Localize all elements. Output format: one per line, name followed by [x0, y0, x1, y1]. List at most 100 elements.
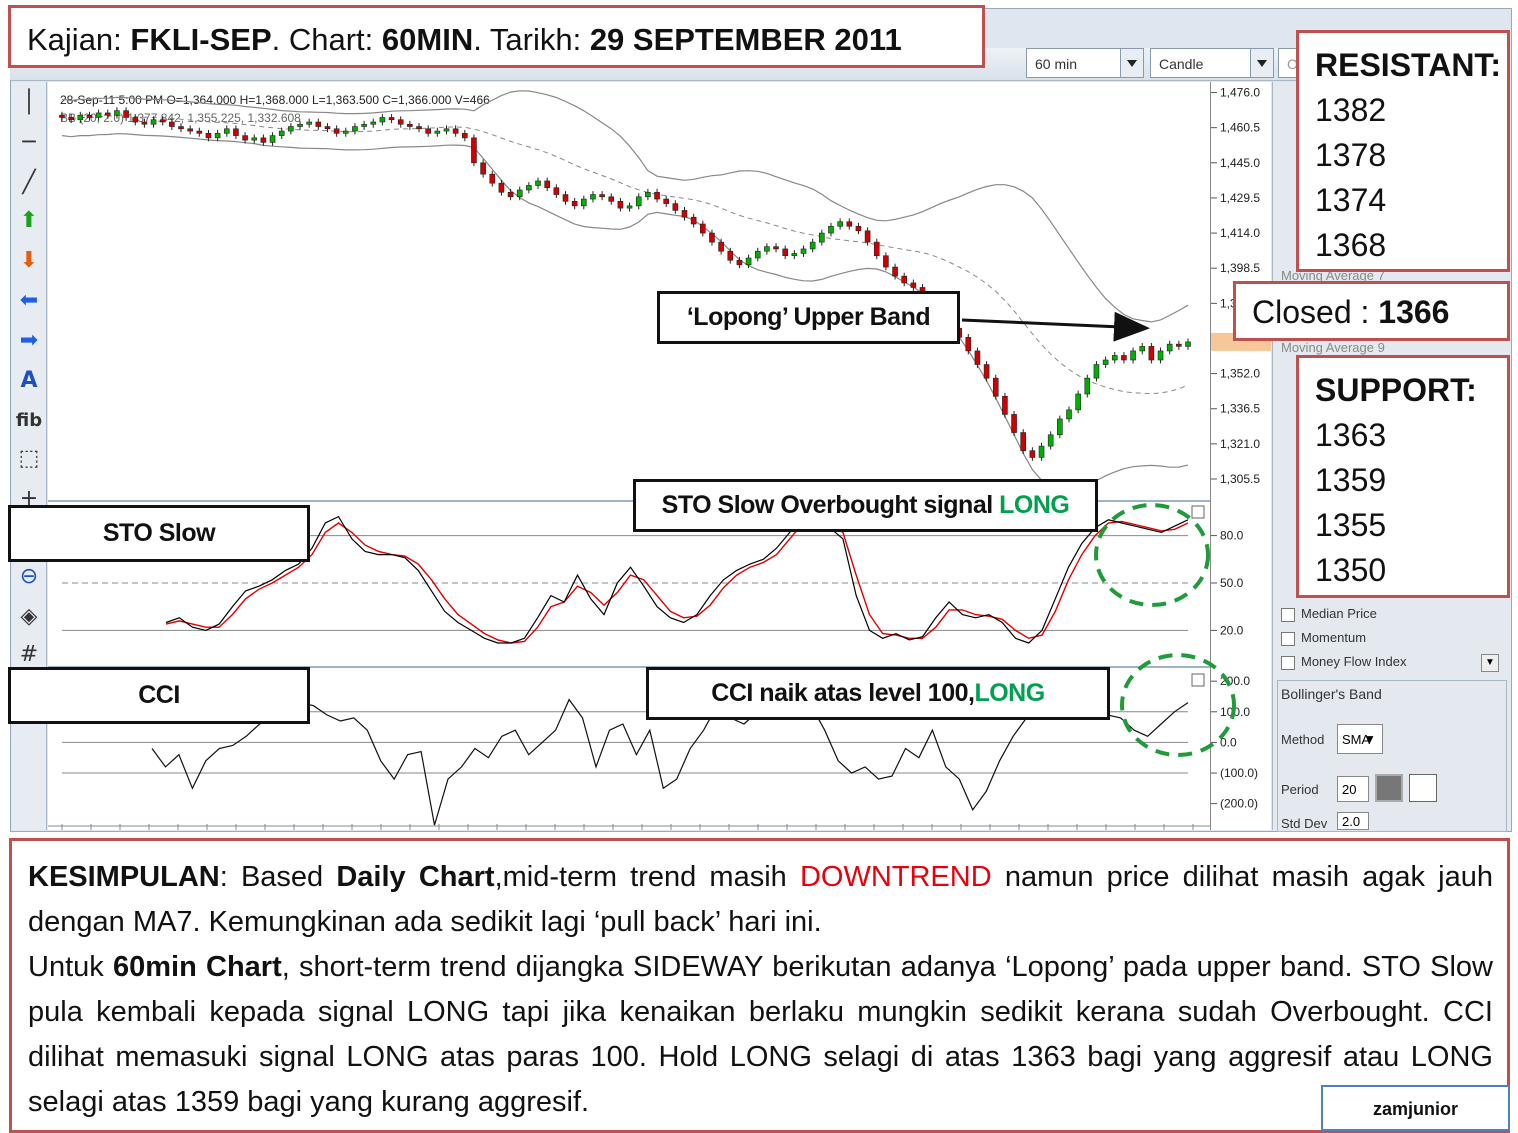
arrow-down-icon[interactable]: ⬇ — [19, 248, 39, 273]
trend-line-icon[interactable]: ╱ — [22, 170, 36, 195]
stddev-value: 2.0 — [1342, 814, 1361, 829]
crosshair-icon[interactable]: + — [19, 486, 39, 511]
resistant-level: 1374 — [1315, 182, 1387, 218]
indicator-money-flow[interactable]: Money Flow Index — [1281, 654, 1407, 670]
candle-body — [306, 121, 312, 125]
price-tick-label: 1,352.0 — [1220, 367, 1260, 381]
sto-tick-label: 80.0 — [1220, 529, 1244, 543]
checkbox[interactable] — [1281, 607, 1295, 622]
resistant-level: 1368 — [1315, 227, 1387, 263]
price-tick-label: 1,305.5 — [1220, 472, 1260, 486]
chart-value: 60MIN — [381, 22, 474, 57]
cci-line — [151, 686, 1189, 826]
kajian-value: FKLI-SEP — [130, 22, 272, 57]
arrow-up-icon[interactable]: ⬆ — [19, 208, 39, 233]
candle-body — [278, 130, 285, 136]
cci-tick-label: (200.0) — [1220, 797, 1258, 811]
sto-signal-callout: STO Slow Overbought signal LONG — [633, 479, 1098, 532]
color-swatch[interactable] — [1375, 774, 1403, 802]
candle-body — [159, 119, 166, 123]
candle-body — [1011, 414, 1017, 433]
candle-body — [379, 117, 386, 123]
close-icon — [1191, 673, 1205, 687]
summary-bold: Daily Chart — [336, 861, 495, 893]
candle-body — [260, 137, 267, 143]
candle-body — [223, 128, 230, 134]
arrow-right-icon[interactable]: ➡ — [19, 328, 39, 353]
tarikh-label: . Tarikh: — [473, 22, 590, 57]
bb-upper-line — [61, 90, 1189, 323]
scroll-down-icon[interactable]: ▼ — [1481, 654, 1499, 672]
chart-style-dropdown[interactable]: Candle — [1150, 48, 1274, 78]
sto-tick-label: 20.0 — [1220, 623, 1244, 637]
candle-body — [77, 114, 84, 121]
sto-k-line — [165, 515, 1189, 644]
candle-body — [754, 250, 761, 259]
sto-d-line — [165, 519, 1189, 644]
price-tick-label: 1,321.0 — [1220, 437, 1260, 451]
horizontal-line-icon[interactable]: ─ — [22, 130, 36, 155]
indicator-momentum[interactable]: Momentum — [1281, 630, 1366, 646]
chevron-down-icon[interactable] — [1120, 49, 1143, 77]
zoom-out-icon[interactable]: ⊖ — [19, 564, 39, 589]
bb-lower-line — [61, 133, 1189, 492]
indicator-median-price[interactable]: Median Price — [1281, 606, 1377, 622]
checkbox[interactable] — [1281, 631, 1295, 646]
candle-body — [883, 255, 889, 268]
closed-value: 1366 — [1378, 294, 1450, 330]
sto-tick-label: 50.0 — [1220, 576, 1244, 590]
grid-icon[interactable]: # — [19, 642, 39, 667]
indicator-item[interactable]: Moving Average 9 — [1281, 340, 1385, 355]
candle-body — [736, 259, 743, 266]
candle-body — [764, 246, 770, 252]
candle-body — [828, 225, 834, 234]
indicator-label: Momentum — [1301, 630, 1367, 645]
line-style-icon[interactable] — [1409, 774, 1437, 802]
price-tick-label: 1,476.0 — [1220, 86, 1260, 100]
stddev-input[interactable]: 2.0 — [1337, 812, 1369, 830]
candle-body — [132, 117, 139, 123]
interval-dropdown[interactable]: 60 min — [1026, 48, 1144, 78]
price-axis: 1,476.0 1,460.5 1,445.0 1,429.5 1,414.0 1,398… — [1210, 82, 1271, 830]
candle-body — [892, 266, 898, 277]
price-tick-label: 1,429.5 — [1220, 191, 1260, 205]
support-level: 1350 — [1315, 552, 1387, 588]
candle-body — [571, 201, 578, 207]
chevron-down-icon[interactable] — [1250, 49, 1273, 77]
arrow-left-icon[interactable]: ⬅ — [19, 288, 39, 313]
candle-body — [452, 128, 459, 134]
selection-icon[interactable]: ⬚ — [18, 446, 40, 471]
text-tool-icon[interactable]: A — [20, 368, 38, 393]
fibonacci-icon[interactable]: fib — [15, 410, 43, 431]
checkbox[interactable] — [1281, 655, 1295, 670]
kajian-label: Kajian: — [27, 22, 131, 57]
candle-body — [617, 201, 624, 209]
vertical-line-icon[interactable]: │ — [22, 90, 36, 115]
candle-body — [1102, 359, 1109, 365]
price-tick-label: 1,398.5 — [1220, 261, 1260, 275]
resistant-title: RESISTANT: — [1315, 47, 1502, 83]
candle-body — [1093, 364, 1100, 379]
scroll-icon[interactable]: ◈ — [20, 604, 38, 629]
closed-box: Closed : 1366 — [1233, 281, 1510, 341]
candle-body — [855, 225, 862, 232]
candle-body — [553, 187, 560, 195]
candle-body — [681, 210, 688, 218]
chevron-down-icon[interactable]: ▼ — [1364, 732, 1376, 746]
price-tick-label: 1,445.0 — [1220, 156, 1260, 170]
period-input[interactable]: 20 — [1337, 776, 1369, 802]
candle-body — [535, 180, 541, 186]
candle-body — [471, 137, 477, 164]
candle-body — [983, 364, 990, 379]
candle-body — [645, 191, 651, 198]
indicator-label: Money Flow Index — [1301, 654, 1407, 669]
candle-body — [581, 198, 587, 207]
candle-body — [965, 337, 972, 352]
method-select[interactable]: SMA — [1337, 724, 1383, 754]
candle-body — [1002, 395, 1008, 415]
candle-body — [1185, 341, 1191, 347]
axis-svg: 1,476.0 1,460.5 1,445.0 1,429.5 1,414.0 1,398… — [1211, 86, 1271, 811]
candle-body — [1130, 350, 1136, 361]
candle-body — [196, 130, 203, 134]
resistant-level: 1382 — [1315, 92, 1387, 128]
